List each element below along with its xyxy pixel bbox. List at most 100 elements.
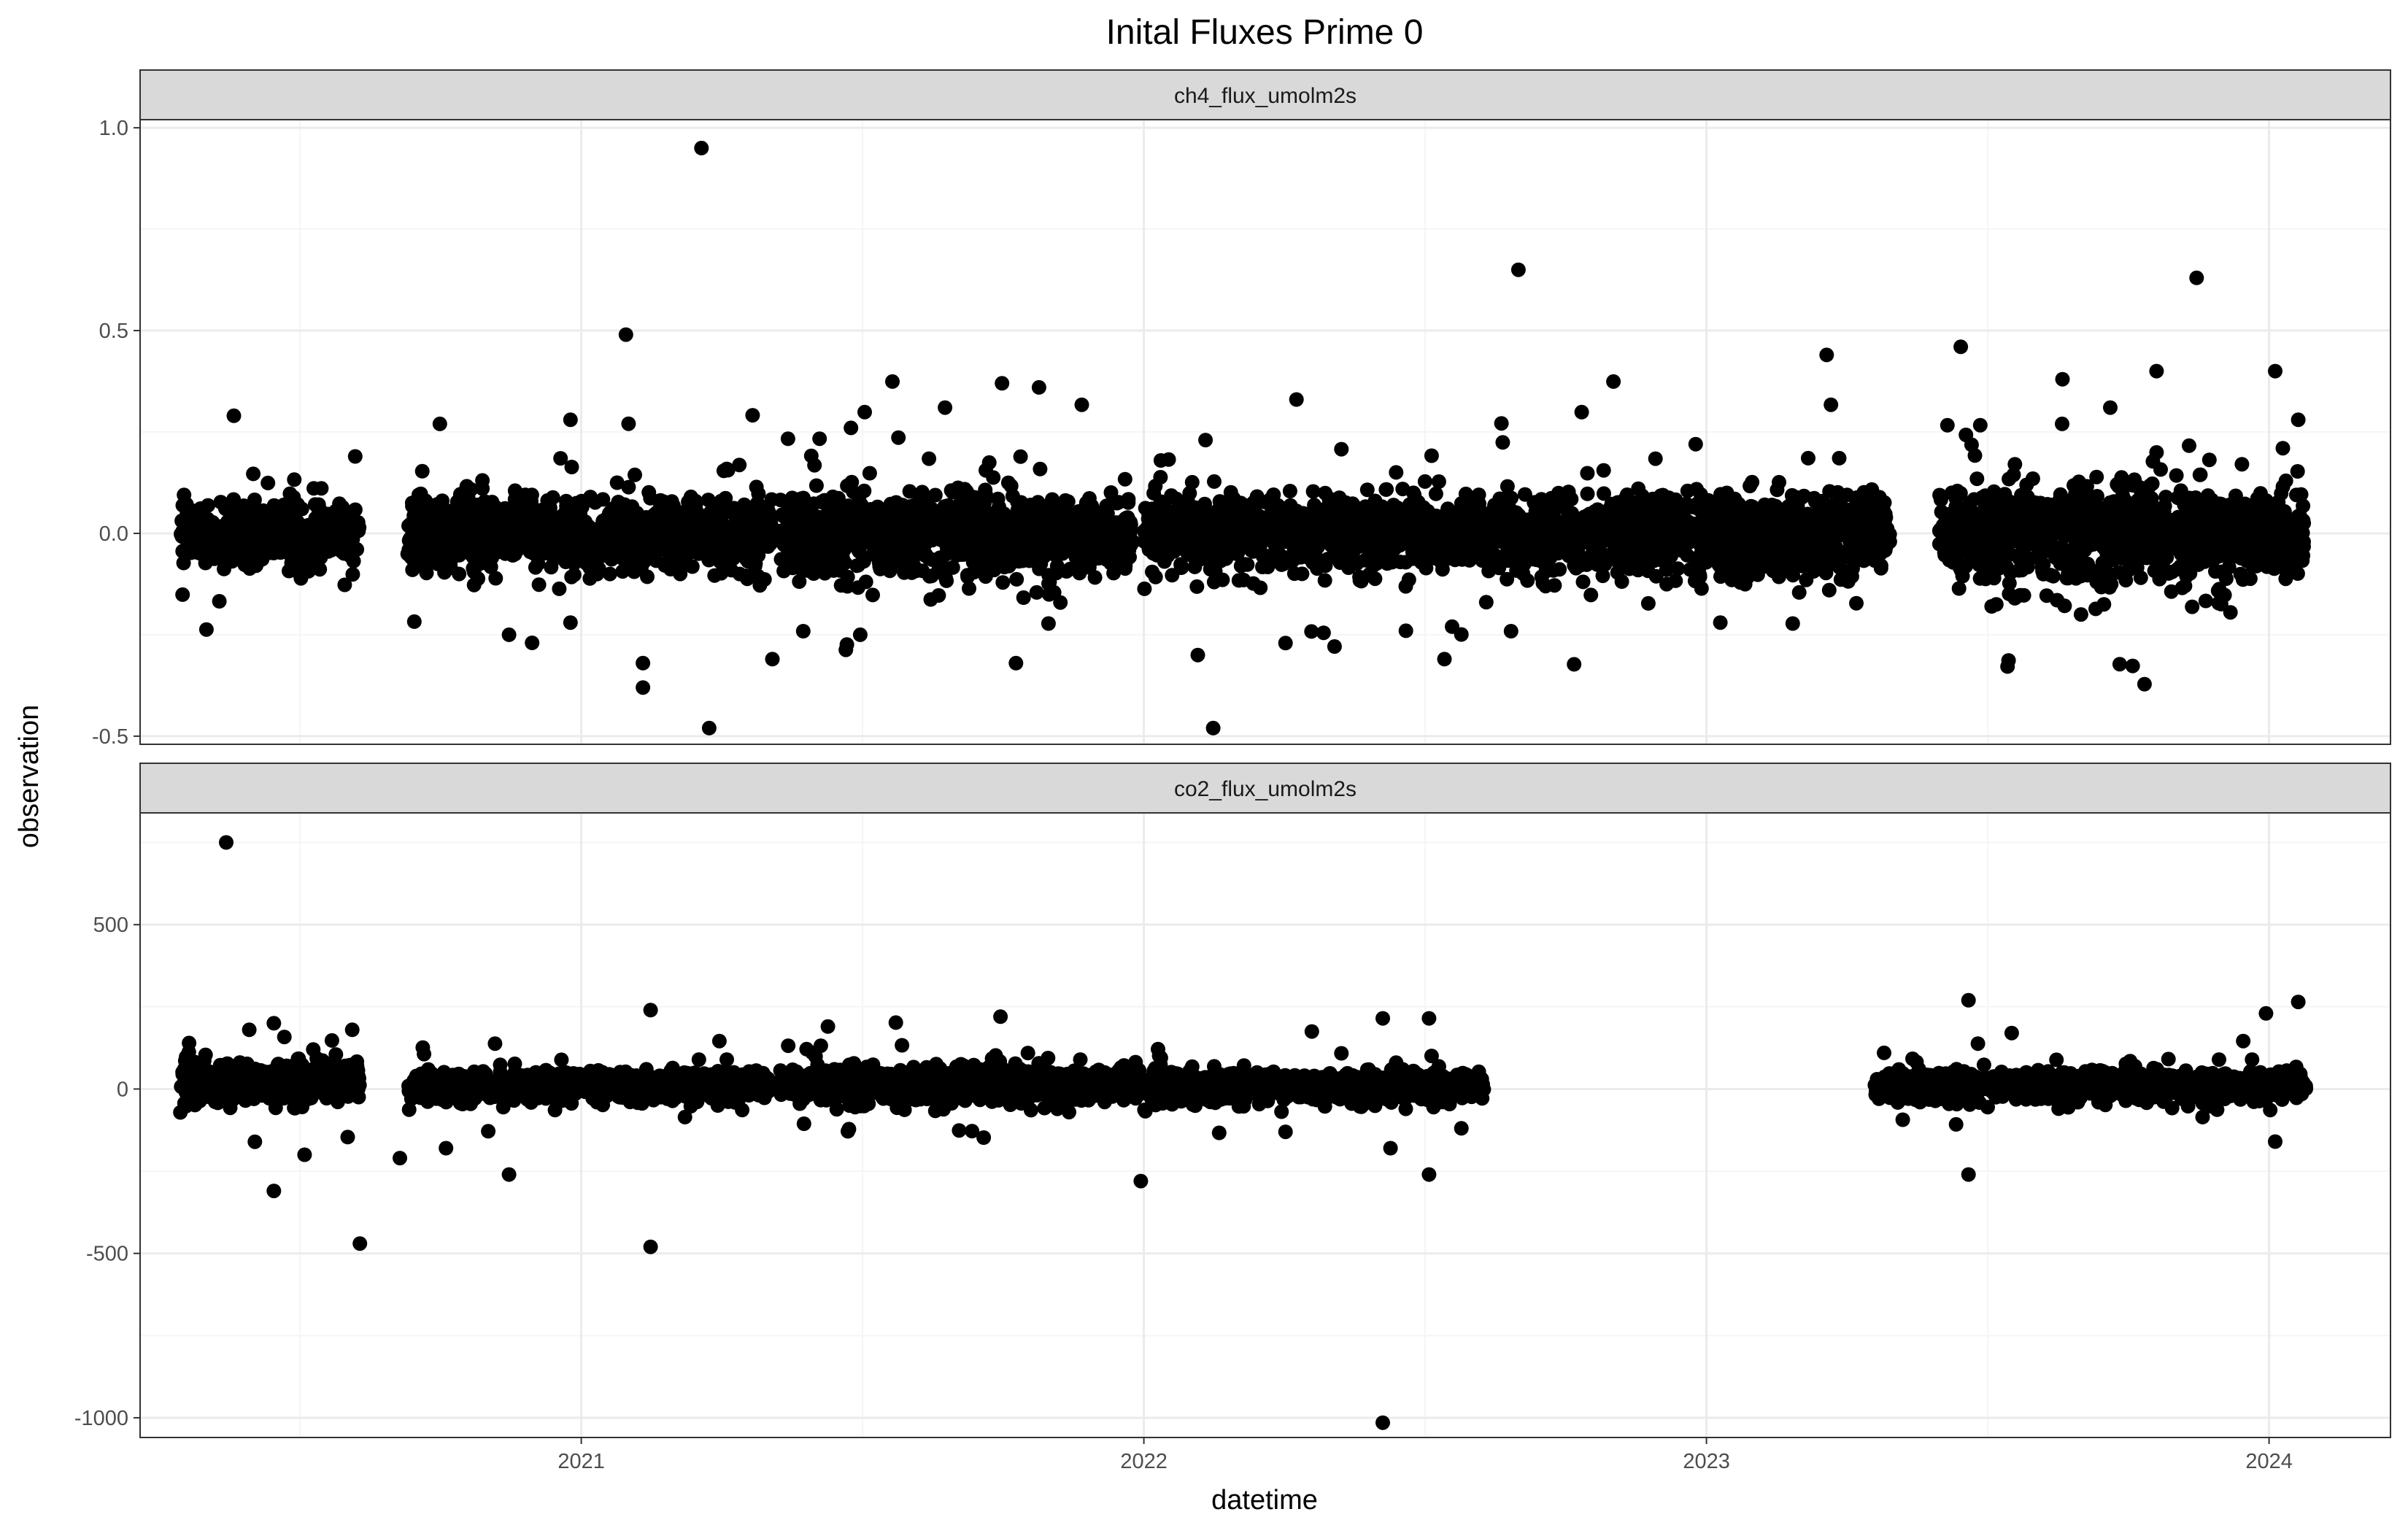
data-point xyxy=(873,562,887,576)
data-point xyxy=(1716,556,1731,571)
data-point xyxy=(934,525,949,539)
data-point xyxy=(1151,537,1166,552)
data-point xyxy=(925,502,939,517)
data-point xyxy=(871,512,885,526)
data-point xyxy=(721,554,736,568)
data-point xyxy=(1036,505,1051,520)
data-point xyxy=(1286,507,1300,522)
data-point xyxy=(1014,449,1028,464)
data-point xyxy=(1670,561,1685,576)
data-point xyxy=(1379,482,1394,497)
data-point xyxy=(838,643,853,657)
data-point xyxy=(1478,552,1493,566)
data-point xyxy=(1629,525,1643,540)
data-point xyxy=(1538,535,1553,549)
data-point xyxy=(1649,569,1664,584)
data-point xyxy=(520,523,534,538)
data-point xyxy=(614,517,628,532)
data-point xyxy=(995,575,1010,590)
data-point xyxy=(738,568,753,583)
data-point xyxy=(2182,439,2196,453)
data-point xyxy=(1435,562,1450,576)
data-point xyxy=(1644,547,1659,562)
data-point xyxy=(1352,528,1367,542)
data-point xyxy=(1790,493,1805,507)
data-point xyxy=(1839,570,1853,584)
data-point xyxy=(595,537,610,552)
data-point xyxy=(1146,486,1161,501)
data-point xyxy=(213,528,228,542)
data-point xyxy=(1164,488,1178,503)
data-point xyxy=(974,499,989,514)
data-point xyxy=(405,551,420,566)
data-point xyxy=(660,558,674,573)
data-point xyxy=(1689,482,1704,496)
data-point xyxy=(1839,528,1853,542)
data-point xyxy=(1820,560,1834,574)
data-point xyxy=(1808,494,1823,509)
data-point xyxy=(781,431,795,446)
data-point xyxy=(1168,503,1183,518)
data-point xyxy=(1399,579,1413,594)
data-point xyxy=(817,493,832,508)
data-point xyxy=(1030,585,1044,600)
y-tick-label: 0.0 xyxy=(99,522,128,546)
data-point xyxy=(1822,583,1837,598)
data-point xyxy=(312,498,326,512)
data-point xyxy=(674,540,688,555)
data-point xyxy=(944,483,959,498)
data-point xyxy=(420,566,434,580)
data-point xyxy=(1863,531,1878,546)
data-point xyxy=(1185,475,1200,490)
data-point xyxy=(1824,398,1838,412)
data-point xyxy=(1567,558,1581,573)
data-point xyxy=(1527,495,1541,510)
data-point xyxy=(244,504,259,519)
data-point xyxy=(2055,417,2069,431)
data-point xyxy=(189,536,204,550)
data-point xyxy=(1521,545,1535,560)
data-point xyxy=(952,498,967,512)
data-point xyxy=(2000,659,2015,674)
data-point xyxy=(1610,541,1624,556)
data-point xyxy=(1544,491,1559,506)
data-point xyxy=(1318,573,1332,587)
data-point xyxy=(978,482,992,497)
data-point xyxy=(508,544,522,558)
data-point xyxy=(1327,639,1342,654)
data-point xyxy=(180,512,194,526)
data-point xyxy=(1456,534,1471,549)
data-point xyxy=(740,532,755,547)
data-point xyxy=(1586,539,1600,554)
data-point xyxy=(1672,539,1687,554)
data-point xyxy=(1009,572,1024,587)
data-point xyxy=(1864,496,1879,511)
data-point xyxy=(1246,517,1260,531)
data-point xyxy=(1494,416,1509,431)
data-point xyxy=(1251,544,1266,558)
data-point xyxy=(722,504,736,519)
data-point xyxy=(1713,569,1728,584)
data-point xyxy=(321,528,336,543)
data-point xyxy=(749,479,764,494)
data-point xyxy=(175,587,190,602)
data-point xyxy=(2088,601,2103,616)
data-point xyxy=(247,533,261,547)
data-point xyxy=(1692,568,1707,582)
data-point xyxy=(1424,449,1439,463)
data-point xyxy=(891,431,906,445)
data-point xyxy=(1806,564,1821,579)
data-point xyxy=(1791,547,1806,562)
data-point xyxy=(1883,534,1897,549)
data-point xyxy=(1275,529,1289,544)
data-point xyxy=(1221,524,1235,539)
data-point xyxy=(1440,504,1455,519)
data-point xyxy=(621,417,636,431)
data-point xyxy=(1170,529,1184,544)
data-point xyxy=(1293,538,1308,552)
data-point xyxy=(562,552,576,567)
data-point xyxy=(982,455,997,470)
data-point xyxy=(578,514,593,529)
data-point xyxy=(1597,463,1611,478)
